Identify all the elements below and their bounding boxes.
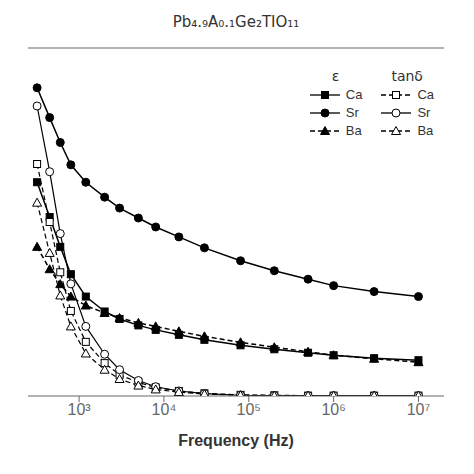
svg-text:Frequency (Hz): Frequency (Hz) — [178, 432, 294, 449]
svg-text:10³: 10³ — [68, 401, 92, 418]
html-text:Ca: Ca — [417, 87, 434, 102]
html-text:ε: ε — [331, 68, 340, 84]
html-text:Sr: Sr — [417, 105, 431, 120]
html-text:Ba: Ba — [417, 123, 434, 138]
html-text:Pb₄.₉A₀.₁Ge₂TIO₁₁: Pb₄.₉A₀.₁Ge₂TIO₁₁ — [172, 13, 300, 31]
html-text:Ca: Ca — [345, 87, 363, 102]
svg-text:10⁶: 10⁶ — [321, 401, 345, 418]
svg-text:10⁴: 10⁴ — [152, 401, 177, 418]
html-text:tanδ: tanδ — [391, 68, 423, 84]
html-text:Sr: Sr — [345, 105, 359, 120]
html-text:Ba: Ba — [345, 123, 362, 138]
svg-text:10⁷: 10⁷ — [407, 401, 431, 418]
svg-text:10⁵: 10⁵ — [237, 401, 261, 418]
